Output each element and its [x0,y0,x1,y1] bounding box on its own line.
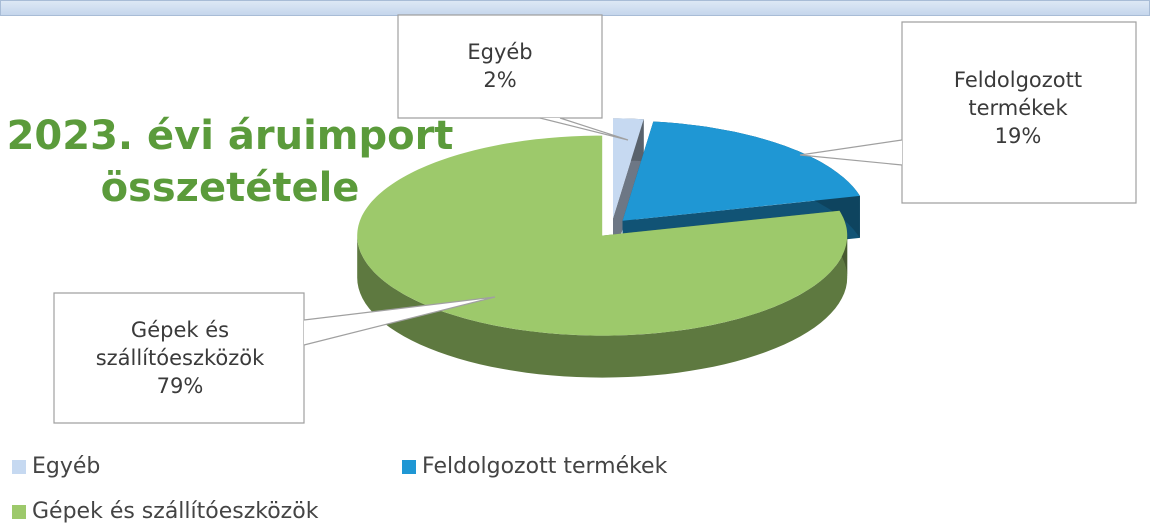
chart-title: 2023. évi áruimport összetétele [6,113,454,211]
legend-item: Egyéb [12,454,100,479]
slice [357,135,848,336]
legend-item: Gépek és szállítóeszközök [12,499,318,524]
label-value: 2% [483,68,517,92]
data-label: Egyéb 2% [400,38,600,94]
callout-pointer [303,296,496,346]
slice-side [357,235,848,378]
label-category: Gépek és szállítóeszközök [95,318,265,370]
legend-label: Feldolgozott termékek [422,454,668,479]
callouts [53,14,1137,424]
callout-pointer [539,117,629,141]
pie [357,118,860,378]
legend-swatch [12,459,26,474]
label-category: Egyéb [467,40,533,64]
legend-label: Gépek és szállítóeszközök [32,499,319,524]
slice [622,121,860,221]
legend-label: Egyéb [32,454,101,479]
label-value: 19% [994,124,1042,148]
data-label: Feldolgozott termékek 19% [918,66,1118,150]
legend-swatch [12,504,26,519]
label-value: 79% [156,374,204,398]
legend-swatch [402,459,416,474]
legend-item: Feldolgozott termékek [402,454,667,479]
slice [613,118,644,219]
data-label: Gépek és szállítóeszközök 79% [60,316,300,400]
callout-box [53,292,305,424]
callout-box [397,14,603,119]
callout-pointer [799,139,903,166]
label-category: Feldolgozott termékek [953,68,1083,120]
